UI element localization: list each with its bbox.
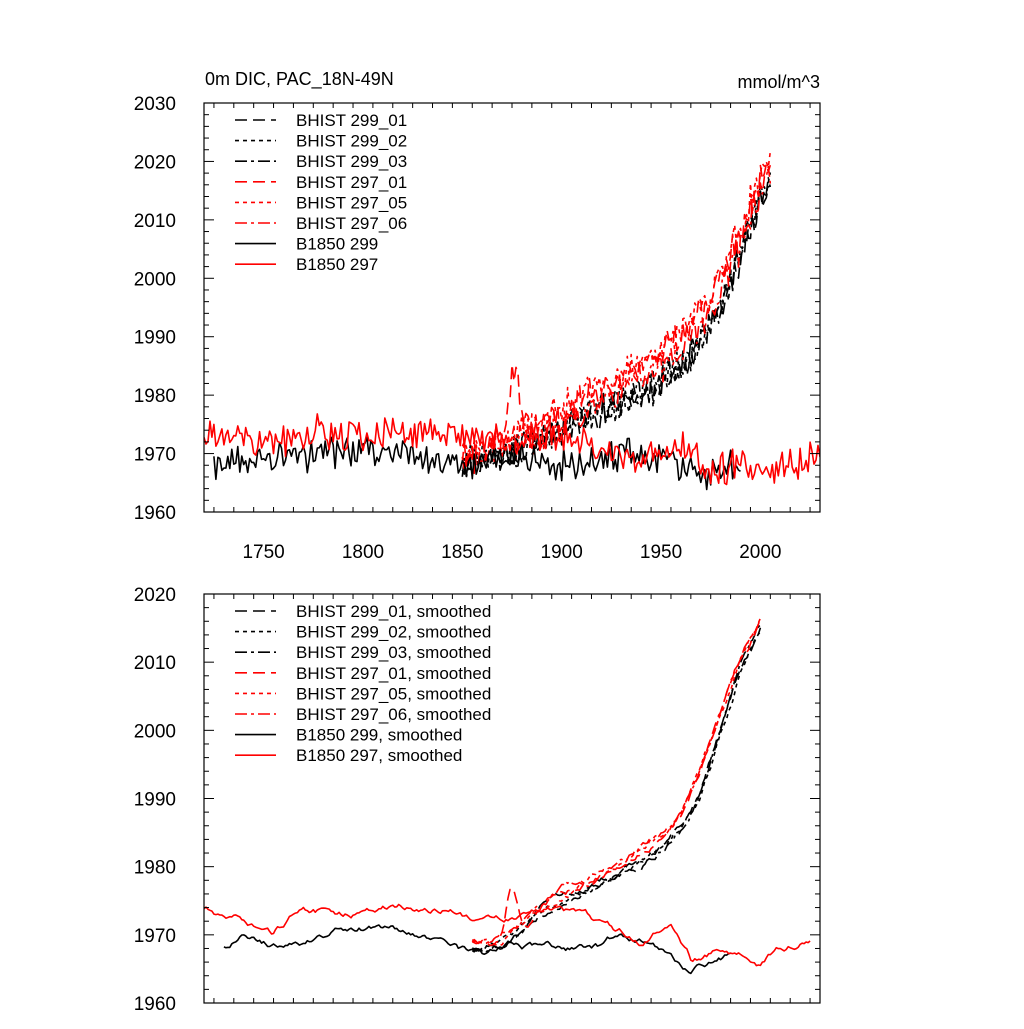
x-tick-label: 2000 (739, 542, 781, 563)
y-tick-label: 2030 (134, 94, 176, 115)
legend-label: BHIST 299_03 (296, 152, 407, 171)
series-line (471, 631, 761, 953)
y-tick-label: 1990 (134, 328, 176, 349)
series-line (472, 627, 762, 952)
legend-label: BHIST 297_01, smoothed (296, 664, 491, 683)
series-line (471, 617, 762, 947)
x-tick-label: 1800 (342, 542, 384, 563)
series-line (461, 177, 772, 479)
y-tick-label: 1970 (134, 445, 176, 466)
series-group (204, 151, 820, 491)
top-panel: 1960 1970 1980 1990 2000 2010 2020 2030 1750 1800… (134, 94, 821, 563)
series-line (223, 924, 731, 975)
series-line (461, 165, 772, 475)
x-tick-label: 1750 (242, 542, 284, 563)
x-tick-label: 1950 (640, 542, 682, 563)
y-tick-label: 2020 (134, 585, 176, 606)
legend: BHIST 299_01, smoothed BHIST 299_02, smoo… (235, 602, 491, 765)
legend-label: BHIST 299_03, smoothed (296, 643, 491, 662)
series-line (471, 618, 762, 945)
legend-label: BHIST 297_06, smoothed (296, 705, 491, 724)
units-label: mmol/m^3 (738, 72, 820, 92)
series-group (204, 617, 811, 975)
y-tick-label: 2000 (134, 269, 176, 290)
y-tick-label: 1960 (134, 503, 176, 524)
legend-label: BHIST 299_01 (296, 111, 407, 130)
legend-label: B1850 299, smoothed (296, 726, 462, 745)
x-tick-label: 1850 (441, 542, 483, 563)
y-tick-label: 2010 (134, 653, 176, 674)
legend-label: BHIST 299_02 (296, 132, 407, 151)
series-line (471, 619, 762, 947)
legend-label: BHIST 297_06 (296, 214, 407, 233)
y-tick-label: 2000 (134, 721, 176, 742)
legend-label: BHIST 297_05, smoothed (296, 684, 491, 703)
y-tick-label: 1980 (134, 386, 176, 407)
y-tick-label: 1960 (134, 994, 176, 1015)
series-line (462, 172, 772, 468)
legend-label: B1850 297, smoothed (296, 746, 462, 765)
series-line (471, 624, 761, 953)
legend-label: B1850 299 (296, 235, 378, 254)
y-tick-label: 2010 (134, 211, 176, 232)
bottom-panel: 1960 1970 1980 1990 2000 2010 2020 BHIST 299_01… (134, 585, 821, 1015)
legend-label: BHIST 297_05 (296, 193, 407, 212)
y-tick-label: 1970 (134, 926, 176, 947)
series-line (204, 413, 820, 486)
legend-label: BHIST 299_01, smoothed (296, 602, 491, 621)
series-line (461, 163, 772, 473)
y-tick-label: 1980 (134, 858, 176, 879)
legend-label: B1850 297 (296, 255, 378, 274)
series-line (204, 903, 811, 967)
x-tick-label: 1900 (541, 542, 583, 563)
y-tick-label: 1990 (134, 790, 176, 811)
legend-label: BHIST 297_01 (296, 173, 407, 192)
chart-title: 0m DIC, PAC_18N-49N (205, 69, 394, 90)
y-tick-label: 2020 (134, 152, 176, 173)
legend-label: BHIST 299_02, smoothed (296, 623, 491, 642)
